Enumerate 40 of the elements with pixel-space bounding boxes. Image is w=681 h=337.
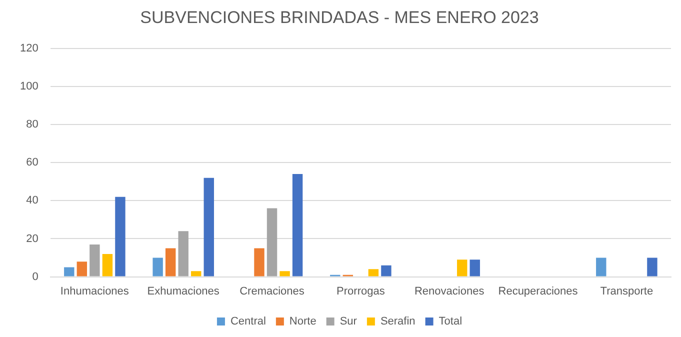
y-tick-label: 0 <box>32 270 38 283</box>
bar <box>381 265 392 276</box>
bar <box>470 260 480 276</box>
bar <box>165 248 176 276</box>
legend-label: Serafin <box>380 316 416 328</box>
bar <box>292 174 303 276</box>
y-tick-label: 80 <box>26 118 38 131</box>
bar <box>76 262 88 276</box>
chart-title: SUBVENCIONES BRINDADAS - MES ENERO 2023 <box>140 8 539 27</box>
y-tick-label: 120 <box>20 42 38 54</box>
bar <box>266 208 278 276</box>
bar <box>368 269 379 276</box>
x-tick-label: Prorrogas <box>336 285 386 298</box>
x-tick-label: Recuperaciones <box>498 285 578 298</box>
bar <box>254 248 264 276</box>
bar <box>90 244 100 276</box>
y-tick-label: 100 <box>20 80 38 92</box>
bar <box>102 254 113 276</box>
bar <box>115 196 126 276</box>
legend-label: Norte <box>289 316 316 328</box>
x-tick-label: Inhumaciones <box>60 285 130 298</box>
bar <box>647 258 658 276</box>
bar <box>457 260 468 276</box>
bar <box>178 231 188 276</box>
x-tick-label: Transporte <box>600 285 654 298</box>
y-tick-label: 20 <box>26 232 38 245</box>
x-tick-label: Exhumaciones <box>147 285 220 298</box>
bar <box>64 267 74 276</box>
legend-label: Sur <box>340 316 358 328</box>
bar <box>152 258 163 276</box>
x-tick-label: Renovaciones <box>414 285 485 298</box>
legend-label: Central <box>230 316 266 328</box>
legend-label: Total <box>438 316 462 328</box>
y-tick-label: 60 <box>26 156 38 169</box>
bar <box>191 271 202 276</box>
x-tick-label: Cremaciones <box>240 285 305 298</box>
y-tick-label: 40 <box>26 194 38 207</box>
bar <box>204 178 214 276</box>
bar <box>596 258 606 276</box>
bar <box>280 271 290 276</box>
